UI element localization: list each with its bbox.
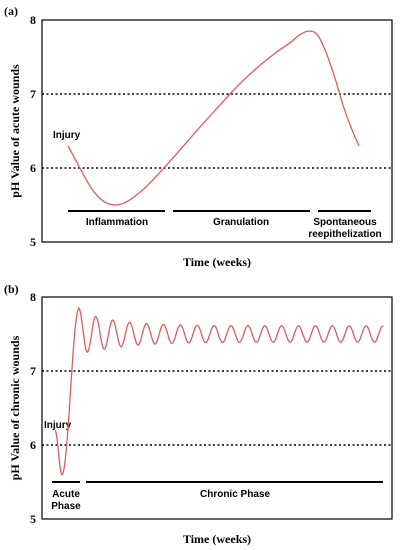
panel-a-y-axis-title: pH Value of acute wounds [8,64,22,198]
y-tick-label: 7 [30,364,36,378]
y-tick-label: 6 [30,438,36,452]
panel-b-y-ticks: 5 6 7 8 [30,290,36,526]
panel-b-label: (b) [4,282,19,296]
y-tick-label: 5 [30,512,36,526]
phase-label: Chronic Phase [200,489,270,500]
panel-b-y-axis-title: pH Value of chronic wounds [8,335,22,480]
panel-b-injury-annotation: Injury [44,420,72,431]
panel-a-phases: Inflammation Granulation Spontaneousreepit… [68,210,382,240]
phase-label: Granulation [213,217,269,228]
panel-a-chart: (a) 5 6 7 8 pH Value of acute wounds Time (… [4,4,393,269]
panel-a-label: (a) [4,4,18,18]
panel-a-grid [42,93,392,169]
phase-label: Acute [52,489,80,500]
phase-label: Inflammation [86,217,148,228]
panel-a-plot-frame [41,19,393,243]
panel-b-x-axis-title: Time (weeks) [183,532,251,546]
y-tick-label: 5 [30,235,36,249]
panel-a-y-ticks: 5 6 7 8 [30,13,36,249]
panel-a-injury-annotation: Injury [53,130,81,141]
panel-a-x-axis-title: Time (weeks) [183,255,251,269]
y-tick-label: 6 [30,161,36,175]
panel-b-chart: (b) 5 6 7 8 pH Value of chronic wounds Time… [4,282,393,546]
y-tick-label: 7 [30,87,36,101]
panel-b-plot-frame [41,296,393,520]
phase-label: Spontaneous [313,217,377,228]
phase-label: Phase [51,501,81,512]
panel-a-ph-curve [67,30,360,206]
phase-label: reepithelization [308,229,381,240]
y-tick-label: 8 [30,290,36,304]
panel-b-ph-curve [54,306,384,476]
panel-b-grid [42,370,392,446]
y-tick-label: 8 [30,13,36,27]
